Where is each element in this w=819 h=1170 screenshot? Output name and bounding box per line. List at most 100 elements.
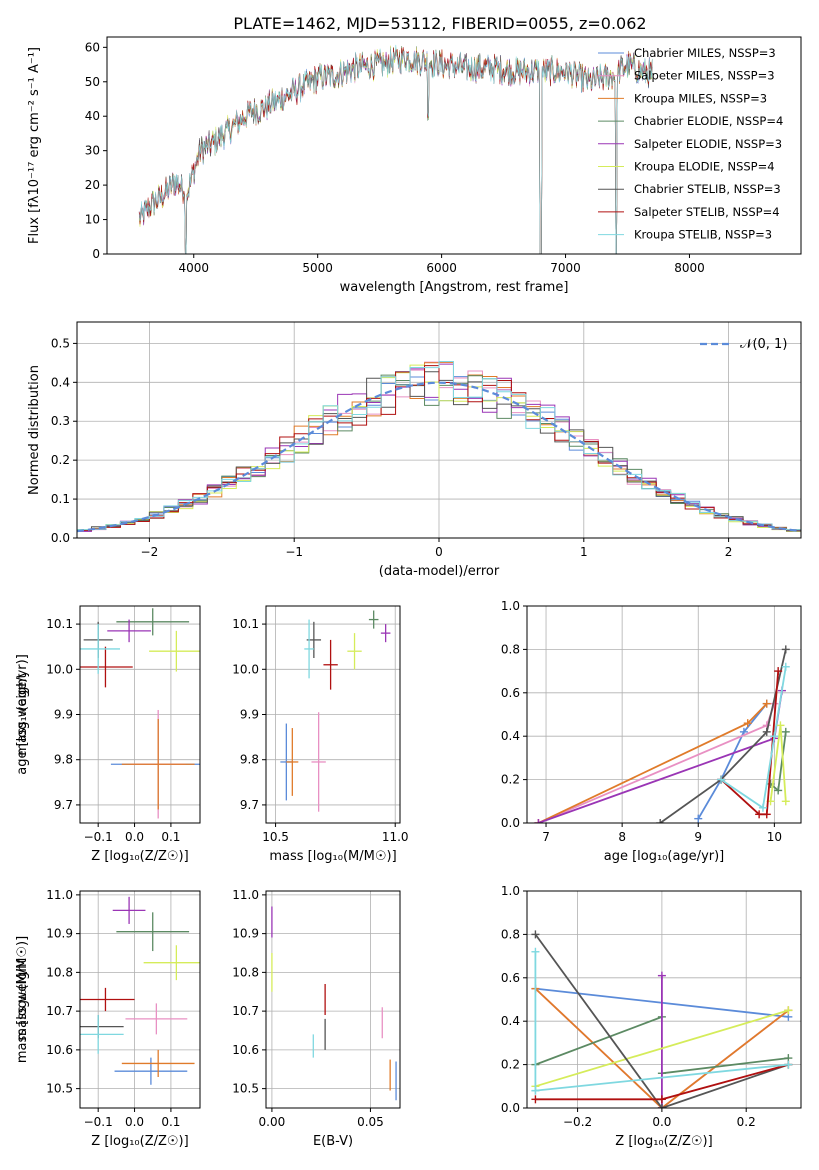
panel-4: 7 8 9 10 0.0 0.2 0.4 0.6 0.8 1.0 age [log₁₀(age/yr… xyxy=(15,599,802,864)
weight-line xyxy=(720,666,787,810)
axis-ticks: 0.00 0.05 10.5 10.6 10.7 10.8 10.9 11.0 xyxy=(232,888,384,1129)
errorbar-point xyxy=(114,1057,188,1085)
x-tick-label: 0.1 xyxy=(161,1115,180,1129)
grid-lines xyxy=(266,891,400,1108)
weight-line xyxy=(535,1016,663,1066)
y-tick-label: 10.1 xyxy=(46,617,73,631)
weight-marker xyxy=(656,819,665,823)
errorbar-point xyxy=(304,619,314,679)
errorbar-point xyxy=(125,1003,188,1035)
plot-area xyxy=(80,891,200,1108)
panel-1: −2 −1 0 1 2 0.0 0.1 0.2 0.3 0.4 0.5 (data-model)/er… xyxy=(27,321,802,579)
axes-frame xyxy=(79,890,201,1109)
x-tick-label: 4000 xyxy=(178,261,209,275)
weight-marker xyxy=(774,667,783,676)
spectrum-line xyxy=(138,44,653,254)
weight-line xyxy=(538,690,783,823)
figure-title: PLATE=1462, MJD=53112, FIBERID=0055, z=0… xyxy=(233,14,646,33)
x-tick-label: 7000 xyxy=(550,261,581,275)
plot-area xyxy=(77,322,801,538)
legend-entry: Chabrier ELODIE, NSSP=4 xyxy=(634,114,783,128)
x-tick-label: −1 xyxy=(285,545,303,559)
errorbar-point xyxy=(347,633,362,670)
grid-lines xyxy=(527,606,801,823)
errorbar-point xyxy=(149,630,200,672)
weight-marker xyxy=(534,819,543,823)
weight-marker xyxy=(531,1086,540,1095)
axis-ticks: −0.1 0.0 0.1 9.7 9.8 9.9 10.0 10.1 xyxy=(46,617,180,844)
plot-area xyxy=(266,606,400,823)
x-tick-label: 9 xyxy=(694,830,702,844)
y-tick-label: 0.2 xyxy=(501,773,520,787)
y-axis-label: mass weight xyxy=(15,958,30,1040)
spectrum-line xyxy=(138,45,653,254)
x-tick-label: 0.1 xyxy=(161,830,180,844)
weight-marker xyxy=(758,803,767,812)
axes-frame xyxy=(526,605,802,824)
weight-marker xyxy=(770,732,779,741)
legend: Chabrier MILES, NSSP=3 Salpeter MILES, NS… xyxy=(598,46,783,242)
weight-line xyxy=(697,703,768,820)
y-tick-label: 0.1 xyxy=(51,492,70,506)
weight-line xyxy=(538,703,776,823)
y-axis-label: age [log₁₀(age/yr)] xyxy=(15,654,30,775)
x-axis-label: (data-model)/error xyxy=(379,564,500,579)
axes-frame xyxy=(265,890,401,1109)
axis-ticks: −0.2 0.0 0.2 0.0 0.2 0.4 0.6 0.8 1.0 xyxy=(501,884,756,1129)
errorbar-point xyxy=(80,624,120,674)
y-tick-label: 0.6 xyxy=(501,686,520,700)
y-tick-label: 0.4 xyxy=(501,1014,520,1028)
spectrum-line xyxy=(138,48,653,254)
x-tick-label: 0.0 xyxy=(652,1115,671,1129)
y-tick-label: 0.8 xyxy=(501,642,520,656)
weight-line xyxy=(535,1009,789,1088)
errorbar-point xyxy=(286,728,299,796)
y-tick-label: 10.0 xyxy=(46,662,73,676)
y-axis-label: Normed distribution xyxy=(27,365,42,495)
y-axis-label: mass weight xyxy=(15,673,30,755)
x-axis-label: Z [log₁₀(Z/Z☉)] xyxy=(615,1134,712,1149)
legend-entry: Chabrier MILES, NSSP=3 xyxy=(634,46,776,60)
weight-marker xyxy=(774,786,783,795)
x-tick-label: 11.0 xyxy=(382,830,409,844)
y-tick-label: 0.3 xyxy=(51,414,70,428)
x-tick-label: 2 xyxy=(725,545,733,559)
weight-marker xyxy=(781,662,790,671)
weight-marker xyxy=(657,971,666,980)
axis-ticks: 4000 5000 6000 7000 8000 0 10 20 30 40 50 60 xyxy=(85,40,705,275)
errorbar-point xyxy=(80,1015,124,1054)
plot-area xyxy=(266,891,400,1108)
legend-entry: Kroupa ELODIE, NSSP=4 xyxy=(634,160,775,174)
y-tick-label: 1.0 xyxy=(501,599,520,613)
weight-marker xyxy=(755,810,764,819)
errorbar-point xyxy=(368,610,379,629)
axes-frame xyxy=(265,605,401,824)
x-tick-label: 1 xyxy=(580,545,588,559)
x-tick-label: −0.1 xyxy=(84,830,113,844)
weight-marker xyxy=(781,797,790,806)
x-tick-label: 0.0 xyxy=(125,1115,144,1129)
grid-lines xyxy=(80,606,200,823)
y-tick-label: 10.9 xyxy=(46,927,73,941)
errorbar-point xyxy=(107,619,151,643)
y-tick-label: 0 xyxy=(92,247,100,261)
errorbar-point xyxy=(121,1049,195,1077)
legend-entry: Kroupa STELIB, NSSP=3 xyxy=(634,228,772,242)
legend-entry: Kroupa MILES, NSSP=3 xyxy=(634,91,767,105)
errorbar-point xyxy=(121,719,195,810)
errorbar-point xyxy=(143,945,200,981)
y-tick-label: 30 xyxy=(85,144,100,158)
legend-entry: Salpeter ELODIE, NSSP=3 xyxy=(634,137,782,151)
y-tick-label: 0.5 xyxy=(51,336,70,350)
weight-marker xyxy=(743,719,752,728)
y-tick-label: 1.0 xyxy=(501,884,520,898)
y-tick-label: 0.2 xyxy=(501,1058,520,1072)
errorbar-point xyxy=(116,912,190,952)
spectrum-line xyxy=(138,45,653,254)
y-tick-label: 10.8 xyxy=(46,965,73,979)
weight-marker xyxy=(781,727,790,736)
axis-ticks: 7 8 9 10 0.0 0.2 0.4 0.6 0.8 1.0 xyxy=(501,599,782,844)
weight-line xyxy=(538,702,768,823)
weight-line xyxy=(535,1063,789,1092)
